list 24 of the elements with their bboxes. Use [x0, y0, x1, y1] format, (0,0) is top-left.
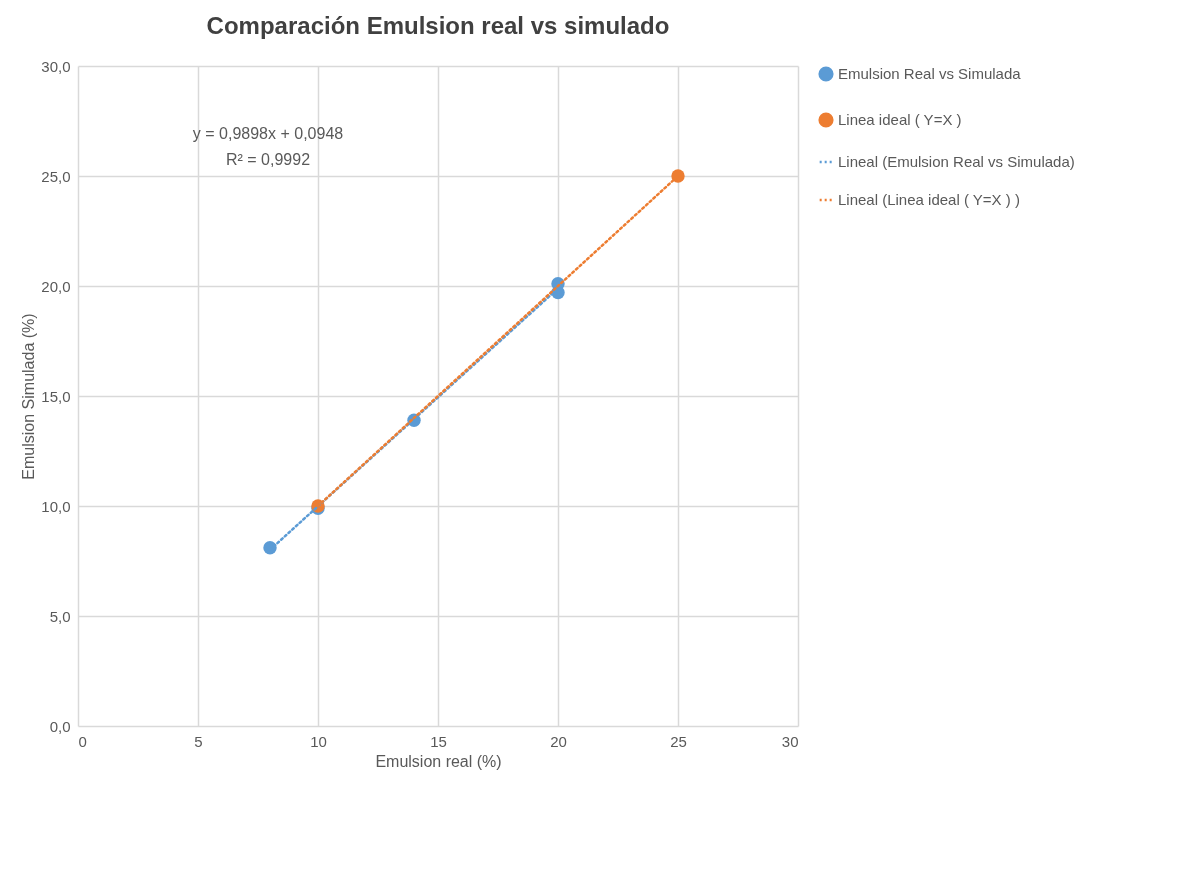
y-tick-label: 5,0 [49, 607, 71, 625]
legend-label: Lineal (Linea ideal ( Y=X ) ) [838, 191, 1020, 208]
x-tick-label: 15 [430, 732, 447, 750]
chart-title: Comparación Emulsion real vs simulado [206, 12, 670, 39]
legend-label: Linea ideal ( Y=X ) [838, 111, 962, 128]
y-axis-title: Emulsion Simulada (%) [20, 313, 38, 480]
y-tick-label: 20,0 [41, 277, 71, 295]
x-tick-label: 5 [194, 732, 203, 750]
y-tick-label: 10,0 [41, 497, 71, 515]
x-tick-label: 25 [670, 732, 687, 750]
point [671, 169, 685, 183]
annotation: y = 0,9898x + 0,0948 [192, 125, 344, 142]
annotation: R² = 0,9992 [225, 151, 311, 168]
y-tick-label: 30,0 [41, 57, 71, 75]
x-axis-title: Emulsion real (%) [375, 752, 502, 770]
legend-label: Emulsion Real vs Simulada [838, 65, 1022, 82]
x-tick-label: 0 [78, 732, 87, 750]
legend-label: Lineal (Emulsion Real vs Simulada) [838, 153, 1075, 170]
y-tick-label: 15,0 [41, 387, 71, 405]
x-tick-label: 30 [781, 732, 799, 750]
x-tick-label: 20 [550, 732, 567, 750]
x-tick-label: 10 [310, 732, 327, 750]
y-tick-label: 0,0 [49, 717, 71, 735]
y-tick-label: 25,0 [41, 167, 71, 185]
